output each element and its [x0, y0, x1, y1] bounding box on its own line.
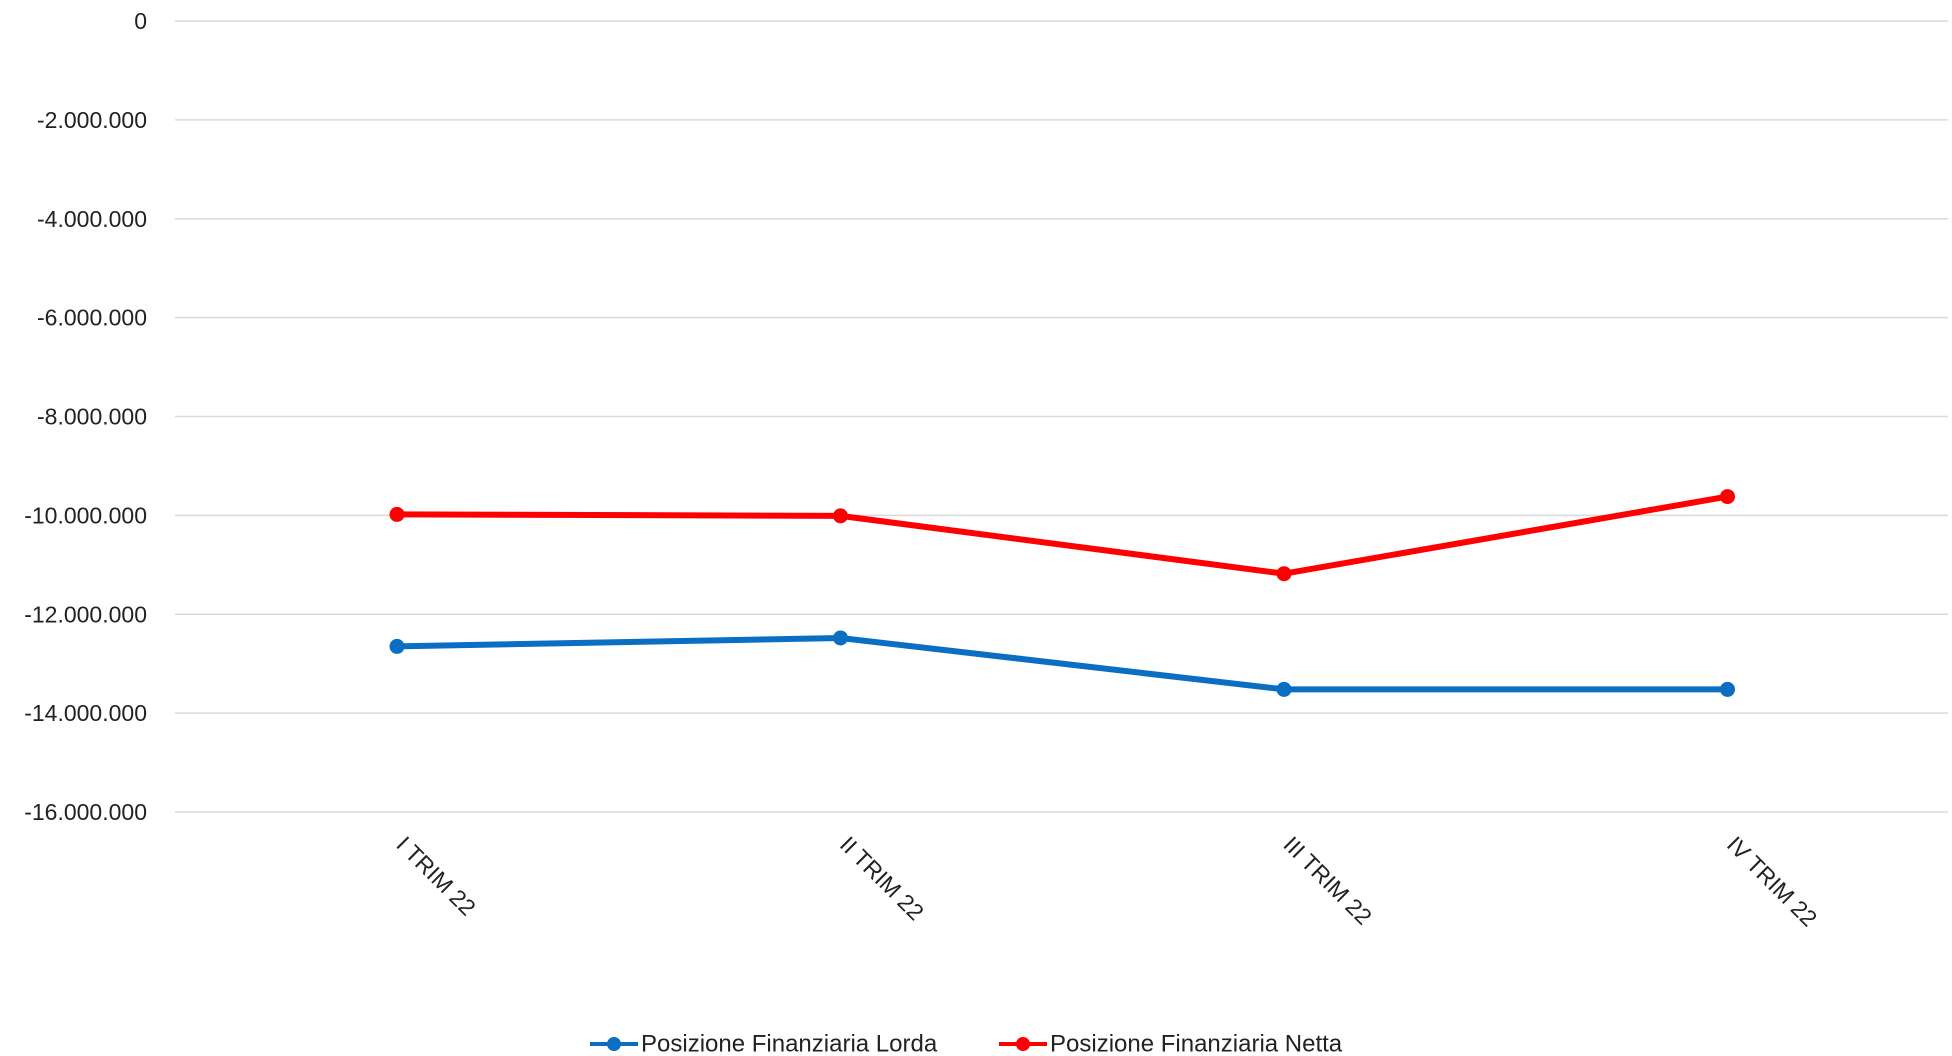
- data-point: [1276, 681, 1292, 697]
- y-tick-label: -4.000.000: [37, 206, 147, 232]
- y-tick-label: 0: [134, 8, 147, 34]
- y-axis-tick-labels: 0 -2.000.000 -4.000.000 -6.000.000 -8.000.00…: [24, 8, 147, 825]
- x-tick-label: I TRIM 22: [391, 831, 480, 920]
- legend-marker: [1016, 1037, 1030, 1051]
- legend-label: Posizione Finanziaria Lorda: [641, 1031, 938, 1056]
- data-point: [833, 508, 848, 524]
- y-tick-label: -16.000.000: [24, 799, 147, 825]
- data-point: [1720, 489, 1735, 505]
- y-tick-label: -8.000.000: [37, 404, 147, 430]
- x-tick-label: IV TRIM 22: [1722, 831, 1822, 931]
- y-tick-label: -14.000.000: [24, 700, 147, 726]
- legend-label: Posizione Finanziaria Netta: [1050, 1031, 1343, 1056]
- y-tick-label: -10.000.000: [24, 502, 147, 528]
- series-lines: [389, 489, 1735, 697]
- x-axis-tick-labels: I TRIM 22 II TRIM 22 III TRIM 22 IV TRIM 22: [391, 831, 1822, 931]
- data-point: [389, 506, 405, 522]
- y-tick-label: -2.000.000: [37, 107, 147, 133]
- data-point: [1720, 681, 1735, 697]
- series-line: [394, 493, 1731, 577]
- data-point: [833, 630, 848, 646]
- y-tick-label: -6.000.000: [37, 305, 147, 331]
- x-tick-label: II TRIM 22: [835, 831, 929, 925]
- legend: Posizione Finanziaria Lorda Posizione Fin…: [590, 1031, 1343, 1056]
- legend-marker: [607, 1037, 621, 1051]
- gridlines: [175, 20, 1948, 813]
- y-tick-label: -12.000.000: [24, 601, 147, 627]
- data-point: [389, 638, 405, 654]
- data-point: [1276, 566, 1292, 582]
- x-tick-label: III TRIM 22: [1278, 831, 1377, 930]
- series-line: [394, 634, 1731, 693]
